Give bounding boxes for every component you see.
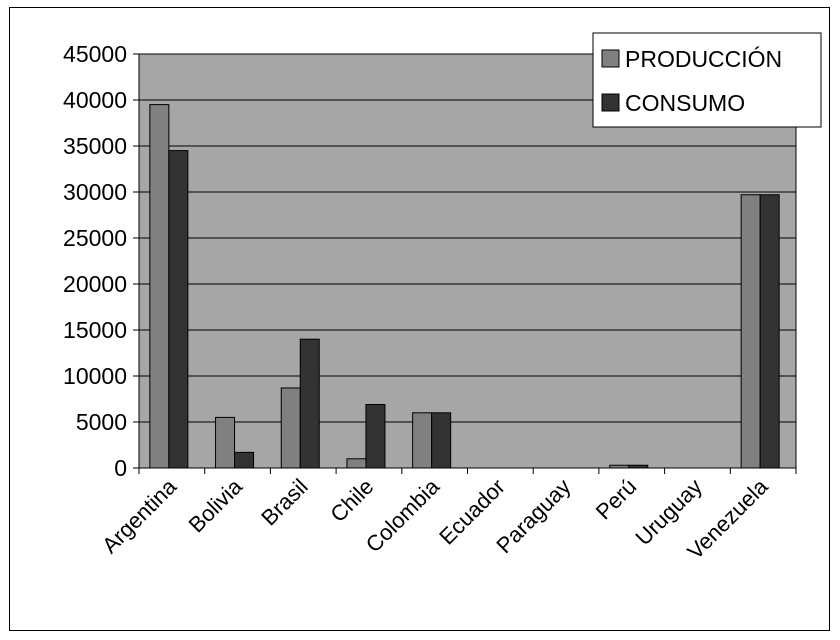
y-tick-label: 15000 [63, 317, 127, 343]
bar-producción-venezuela [740, 194, 761, 469]
bar-producción-chile [346, 458, 367, 469]
y-tick-label: 40000 [63, 87, 127, 113]
x-tick-label: Colombia [361, 473, 445, 557]
y-tick-label: 25000 [63, 225, 127, 251]
x-tick-label: Brasil [256, 474, 313, 531]
legend-swatch [601, 49, 620, 68]
y-tick-label: 45000 [63, 41, 127, 67]
y-tick-label: 10000 [63, 363, 127, 389]
bar-producción-bolivia [215, 416, 236, 469]
legend-label: PRODUCCIÓN [625, 46, 782, 72]
x-tick-label: Argentina [97, 473, 182, 558]
bar-consumo-brasil [299, 338, 320, 469]
bar-consumo-chile [365, 404, 386, 469]
bar-consumo-argentina [168, 150, 189, 469]
bar-consumo-colombia [431, 412, 452, 469]
y-tick-label: 35000 [63, 133, 127, 159]
x-tick-label: Chile [325, 474, 378, 527]
bar-consumo-venezuela [759, 194, 780, 469]
y-tick-label: 30000 [63, 179, 127, 205]
y-tick-label: 20000 [63, 271, 127, 297]
bar-producción-colombia [412, 412, 433, 469]
bar-consumo-bolivia [234, 451, 255, 469]
legend-label: CONSUMO [625, 90, 745, 116]
bar-producción-argentina [149, 104, 170, 469]
bar-producción-brasil [280, 387, 301, 469]
legend-box [592, 32, 822, 128]
y-tick-label: 0 [114, 455, 127, 481]
legend: PRODUCCIÓN CONSUMO [592, 32, 822, 128]
legend-swatch [601, 93, 620, 112]
x-tick-label: Bolivia [184, 473, 248, 537]
x-tick-labels: Argentina Bolivia Brasil ChileColombiaEcuad… [97, 473, 773, 564]
x-tick-label: Perú [591, 474, 642, 525]
y-tick-label: 5000 [76, 409, 127, 435]
y-tick-labels: 0 5000 10000 15000 20000 25000 30000 35000 40000… [63, 41, 127, 481]
axes [133, 53, 797, 474]
